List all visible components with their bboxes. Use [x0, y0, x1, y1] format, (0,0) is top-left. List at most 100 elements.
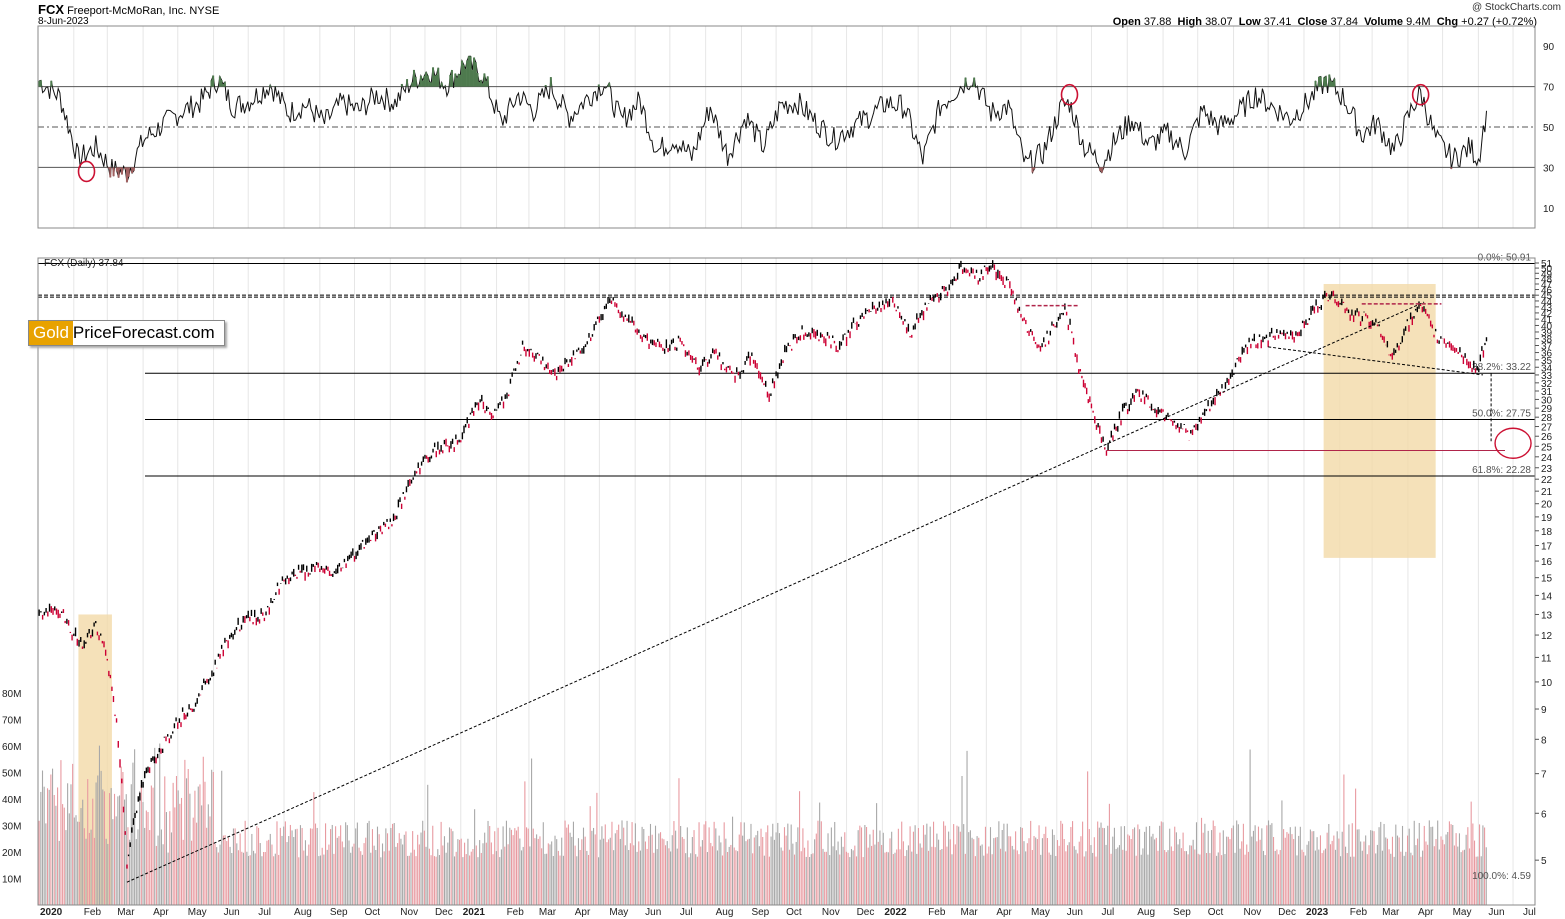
chart-date: 8-Jun-2023 [38, 16, 89, 27]
rsi-y-tick: 30 [1543, 163, 1555, 174]
x-tick-label: May [1453, 907, 1472, 918]
price-y-tick: 19 [1541, 513, 1553, 524]
price-y-tick: 37 [1541, 342, 1553, 353]
rsi-highlight-circle [77, 160, 96, 183]
x-tick-label: Feb [928, 907, 946, 918]
shaded-period [1323, 283, 1436, 558]
logo-priceforecast: PriceForecast.com [72, 323, 215, 342]
grid-lines [37, 26, 1535, 905]
volume-y-tick: 10M [2, 875, 21, 886]
x-tick-label: Nov [822, 907, 840, 918]
price-y-tick: 43 [1541, 303, 1553, 314]
x-tick-label: Apr [996, 907, 1012, 918]
exchange-name: NYSE [189, 5, 220, 17]
volume-y-tick: 40M [2, 795, 21, 806]
x-tick-label: Jun [645, 907, 661, 918]
low-label: Low [1238, 16, 1261, 28]
price-y-tick: 51 [1541, 259, 1553, 270]
price-y-tick: 16 [1541, 557, 1553, 568]
x-tick-label: Mar [1382, 907, 1400, 918]
x-tick-label: Mar [961, 907, 979, 918]
rsi-panel-frame [37, 25, 1536, 229]
x-tick-label: Mar [539, 907, 557, 918]
x-tick-label: 2021 [463, 907, 486, 918]
volume-y-tick: 60M [2, 742, 21, 753]
x-tick-label: Dec [1278, 907, 1296, 918]
x-tick-label: Jun [224, 907, 240, 918]
price-y-tick: 15 [1541, 574, 1553, 585]
x-tick-label: Apr [575, 907, 591, 918]
volume-value: 9.4M [1406, 16, 1431, 28]
target-circle [1494, 427, 1532, 459]
price-panel-frame [37, 257, 1536, 906]
x-tick-label: May [1031, 907, 1050, 918]
x-tick-label: Aug [716, 907, 734, 918]
price-y-tick: 8 [1541, 735, 1547, 746]
stockcharts-watermark: @ StockCharts.com [1471, 2, 1561, 13]
price-y-tick: 10 [1541, 678, 1553, 689]
volume-y-tick: 70M [2, 716, 21, 727]
price-y-tick: 36 [1541, 349, 1553, 360]
rsi-highlight-circle [1060, 83, 1079, 106]
high-label: High [1177, 16, 1202, 28]
neckline [1268, 346, 1484, 376]
x-tick-label: Sep [1173, 907, 1191, 918]
price-y-tick: 34 [1541, 363, 1553, 374]
x-tick-label: Jul [680, 907, 693, 918]
price-y-tick: 7 [1541, 770, 1547, 781]
price-y-tick: 35 [1541, 356, 1553, 367]
price-y-tick: 44 [1541, 297, 1553, 308]
x-tick-label: Apr [1418, 907, 1434, 918]
volume-y-tick: 80M [2, 689, 21, 700]
price-series [38, 260, 1488, 869]
chg-value: +0.27 (+0.72%) [1461, 16, 1537, 28]
x-tick-label: Oct [1208, 907, 1224, 918]
rsi-y-tick: 90 [1543, 42, 1555, 53]
price-y-tick: 22 [1541, 475, 1553, 486]
price-legend: FCX (Daily) 37.84 [44, 258, 124, 269]
price-y-tick: 47 [1541, 280, 1553, 291]
price-y-tick: 13 [1541, 610, 1553, 621]
price-y-tick: 6 [1541, 809, 1547, 820]
x-tick-label: Jun [1067, 907, 1083, 918]
x-tick-label: Jul [258, 907, 271, 918]
price-y-tick: 27 [1541, 423, 1553, 434]
rsi-y-tick: 70 [1543, 83, 1555, 94]
price-y-tick: 42 [1541, 309, 1553, 320]
x-tick-label: May [188, 907, 207, 918]
price-y-tick: 14 [1541, 591, 1553, 602]
x-tick-label: Aug [1137, 907, 1155, 918]
x-tick-label: Mar [117, 907, 135, 918]
x-tick-label: Apr [153, 907, 169, 918]
close-value: 37.84 [1330, 16, 1358, 28]
chart-header-left: FCX Freeport-McMoRan, Inc. NYSE [38, 2, 219, 17]
price-y-tick: 40 [1541, 321, 1553, 332]
x-tick-label: Aug [294, 907, 312, 918]
x-tick-label: May [609, 907, 628, 918]
fibonacci-label: 50.0%: 27.75 [1472, 408, 1531, 419]
price-y-tick: 9 [1541, 705, 1547, 716]
shaded-periods [78, 283, 1436, 905]
price-y-tick: 23 [1541, 464, 1553, 475]
rsi-y-tick: 50 [1543, 123, 1555, 134]
rsi-series [38, 55, 1487, 183]
x-tick-label: Nov [400, 907, 418, 918]
x-tick-label: Jul [1101, 907, 1114, 918]
price-y-tick: 41 [1541, 315, 1553, 326]
x-tick-label: Sep [751, 907, 769, 918]
price-y-tick: 24 [1541, 453, 1553, 464]
axes: 2020 Feb Mar Apr May Jun Jul Aug Sep Oct Nov Dec 202… [2, 25, 1555, 918]
price-y-tick: 26 [1541, 432, 1553, 443]
price-y-tick: 17 [1541, 541, 1553, 552]
rsi-line [39, 55, 1487, 183]
x-tick-label: Feb [84, 907, 102, 918]
shaded-period [78, 614, 112, 905]
price-y-tick: 20 [1541, 500, 1553, 511]
x-tick-label: 2023 [1306, 907, 1329, 918]
volume-y-tick: 30M [2, 822, 21, 833]
x-tick-label: Nov [1244, 907, 1262, 918]
price-y-tick: 18 [1541, 527, 1553, 538]
x-tick-label: Oct [786, 907, 802, 918]
price-y-tick: 11 [1541, 653, 1552, 664]
